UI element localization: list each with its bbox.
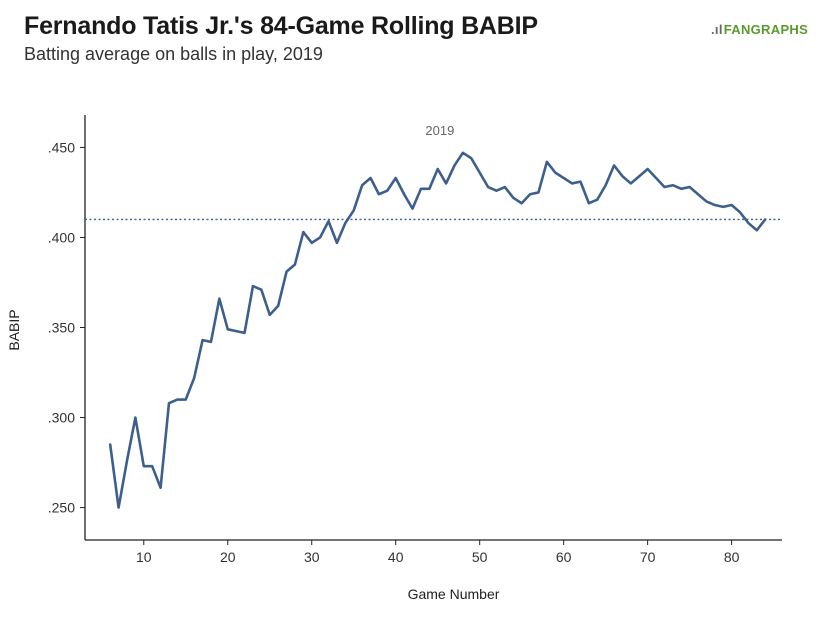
series-label: 2019 <box>425 123 454 138</box>
chart-subtitle: Batting average on balls in play, 2019 <box>24 44 323 64</box>
x-tick-label: 60 <box>556 549 572 565</box>
x-tick-label: 50 <box>472 549 488 565</box>
x-tick-label: 80 <box>724 549 740 565</box>
y-axis-ticks: .250 .300 .350 .400 .450 <box>48 139 85 516</box>
y-axis-title: BABIP <box>6 309 22 350</box>
series-group: 2019 <box>108 123 767 509</box>
y-tick-label: .250 <box>48 500 75 516</box>
logo-bars-icon: .ıl <box>711 22 723 37</box>
x-tick-label: 70 <box>640 549 656 565</box>
x-tick-label: 30 <box>304 549 320 565</box>
x-axis-title: Game Number <box>408 586 500 602</box>
y-tick-label: .300 <box>48 410 75 426</box>
chart-title: Fernando Tatis Jr.'s 84-Game Rolling BAB… <box>24 12 538 40</box>
logo-text: FANGRAPHS <box>723 22 809 37</box>
x-tick-label: 40 <box>388 549 404 565</box>
y-tick-label: .450 <box>48 139 75 155</box>
fangraphs-logo: .ılFANGRAPHS <box>711 22 808 37</box>
x-tick-label: 20 <box>220 549 236 565</box>
y-tick-label: .350 <box>48 320 75 336</box>
x-axis-ticks: 10 20 30 40 50 60 70 80 <box>136 540 740 565</box>
series-line <box>108 151 767 509</box>
x-tick-label: 10 <box>136 549 152 565</box>
y-tick-label: .400 <box>48 229 75 245</box>
